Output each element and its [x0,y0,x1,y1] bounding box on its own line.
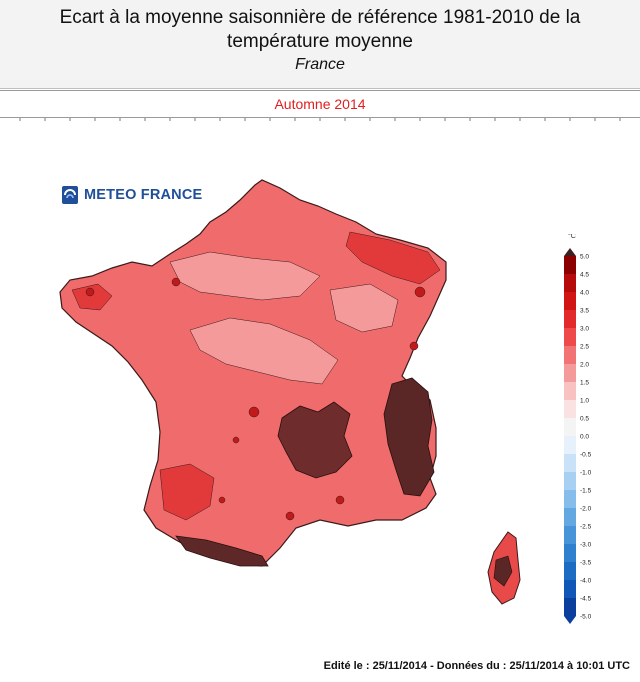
zone-extreme-pyrenees [175,535,269,567]
hot-spots [85,277,426,521]
scale-tick-label: 2.0 [580,362,589,369]
scale-tick-label: 3.5 [580,308,589,315]
scale-tick-label: -1.0 [580,470,592,477]
season-label: Automne 2014 [274,96,366,112]
zone-weak-anomaly-east [329,283,399,333]
scale-tick-label: 1.5 [580,380,589,387]
color-scale: °C 5.0 4.5 4.0 3.5 3.0 2.5 2.0 1.5 1.0 0.5 0.0 -0.5… [564,234,592,624]
tick-strip [19,118,621,121]
scale-tick-label: 5.0 [580,254,589,261]
scale-tick-label: -4.5 [580,596,592,603]
scale-tick-label: 0.0 [580,434,589,441]
france-mainland [59,179,447,567]
map-title-line-1: Ecart à la moyenne saisonnière de référe… [59,7,581,28]
scale-tick-label: 1.0 [580,398,589,405]
scale-bar [564,248,576,624]
map-title-line-2: température moyenne [227,31,413,52]
scale-tick-label: -2.5 [580,524,592,531]
zone-weak-anomaly-north [169,251,321,301]
logo-text: METEO FRANCE [84,187,203,203]
scale-tick-label: -3.5 [580,560,592,567]
divider-bottom [0,117,640,118]
zone-extreme-alps [383,377,435,497]
zone-extreme-corsica [493,555,513,587]
zone-strong-anomaly-north-east [345,231,441,285]
meteo-france-logo: METEO FRANCE [62,184,202,206]
france-anomaly-map [59,179,521,605]
scale-tick-label: -0.5 [580,452,592,459]
zone-extreme-massif-central [277,401,353,479]
zone-weak-anomaly-centre [189,317,339,385]
scale-tick-label: -2.0 [580,506,592,513]
map-title: Ecart à la moyenne saisonnière de référe… [0,6,640,54]
zone-strong-anomaly-brittany [71,283,113,311]
scale-tick-label: -1.5 [580,488,592,495]
scale-labels: 5.0 4.5 4.0 3.5 3.0 2.5 2.0 1.5 1.0 0.5 0.0 -0.5 -1.… [580,254,592,621]
scale-tick-label: -3.0 [580,542,592,549]
scale-unit: °C [568,234,576,240]
scale-tick-label: 2.5 [580,344,589,351]
map-header: Ecart à la moyenne saisonnière de référe… [0,0,640,89]
scale-tick-label: 3.0 [580,326,589,333]
divider-top [0,90,640,91]
scale-tick-label: -4.0 [580,578,592,585]
edition-footer: Edité le : 25/11/2014 - Données du : 25/… [323,660,630,672]
scale-tick-label: 0.5 [580,416,589,423]
region-subtitle: France [295,56,345,73]
scale-tick-label: 4.5 [580,272,589,279]
scale-tick-label: -5.0 [580,614,592,621]
scale-tick-label: 4.0 [580,290,589,297]
meteo-france-logo-icon [62,186,78,204]
zone-strong-anomaly-south-west [159,463,215,521]
